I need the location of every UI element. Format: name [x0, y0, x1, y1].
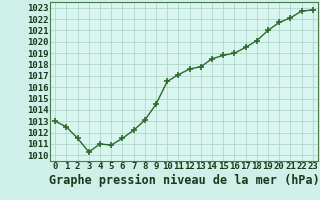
- X-axis label: Graphe pression niveau de la mer (hPa): Graphe pression niveau de la mer (hPa): [49, 174, 319, 187]
